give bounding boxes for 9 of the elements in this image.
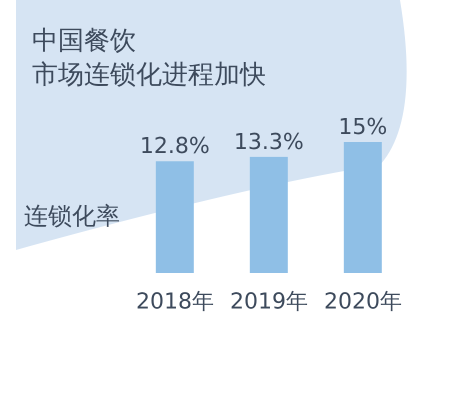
chart-title: 中国餐饮 — [32, 25, 137, 58]
data-label: 15% — [338, 115, 388, 140]
x-tick-label: 2018年 — [136, 290, 214, 315]
data-label: 12.8% — [140, 134, 210, 160]
chart-subtitle: 市场连锁化进程加快 — [32, 59, 266, 92]
x-tick-label: 2019年 — [230, 290, 308, 315]
x-tick-label: 2020年 — [324, 290, 402, 315]
data-label: 13.3% — [234, 130, 304, 155]
y-axis-title: 连锁化率 — [24, 201, 120, 232]
